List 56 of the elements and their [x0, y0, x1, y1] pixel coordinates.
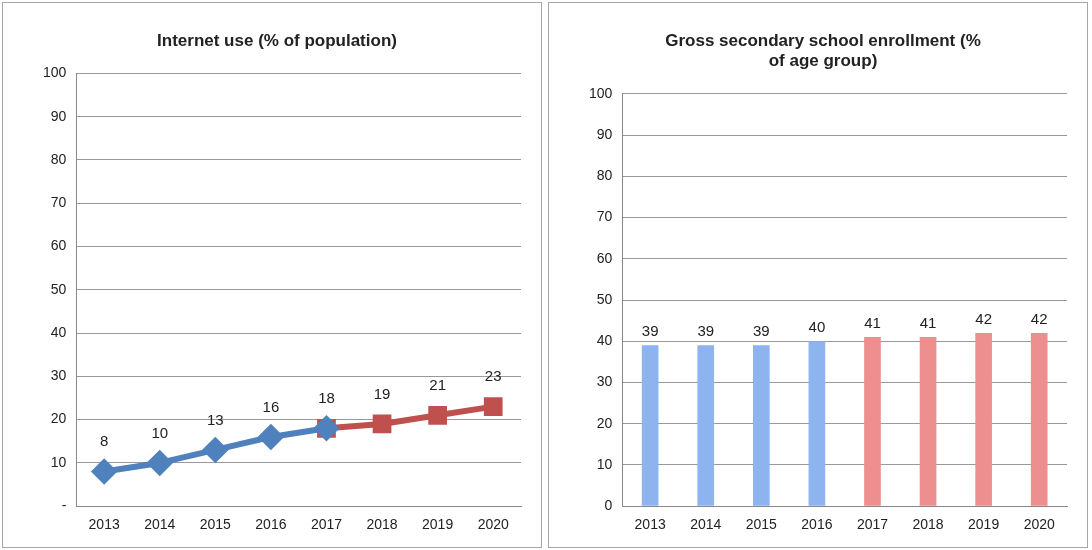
x-tick-label: 2015: [745, 516, 778, 533]
y-tick-label: 100: [43, 64, 67, 81]
x-tick-label: 2019: [422, 516, 454, 533]
y-tick-label: 20: [596, 414, 613, 431]
x-tick-label: 2017: [856, 516, 889, 533]
x-tick-label: 2017: [310, 516, 343, 533]
data-label: 10: [151, 423, 169, 441]
x-tick-label: 2018: [912, 516, 944, 533]
data-label: 42: [1030, 309, 1048, 327]
y-tick-label: 0: [604, 497, 613, 514]
y-tick-label: 60: [50, 237, 67, 254]
y-tick-label: 10: [596, 455, 613, 472]
data-label: 19: [373, 384, 391, 402]
x-tick-label: 2020: [1023, 516, 1055, 533]
y-tick-label: 30: [50, 367, 67, 384]
y-tick-label: 90: [596, 125, 613, 142]
x-tick-label: 2018: [366, 516, 398, 533]
y-tick-label: 60: [596, 249, 613, 266]
y-tick-label: 40: [596, 332, 613, 349]
x-tick-label: 2014: [690, 516, 722, 533]
data-label: 42: [975, 309, 992, 327]
data-label: 40: [808, 317, 826, 335]
y-tick-label: 80: [50, 150, 67, 167]
y-tick-label: 100: [589, 84, 613, 101]
chart-title: Gross secondary school enrollment (% of age group): [665, 30, 981, 71]
x-tick-label: 2013: [88, 516, 120, 533]
y-tick-label: 90: [50, 107, 67, 124]
data-label: 16: [262, 397, 280, 415]
data-label: 18: [318, 388, 335, 406]
y-tick-label: 70: [596, 208, 613, 225]
chart-title: Internet use (% of population): [157, 30, 397, 50]
data-label: 23: [484, 367, 502, 385]
y-tick-label: 20: [50, 410, 67, 427]
y-tick-label: 80: [596, 167, 613, 184]
x-tick-label: 2016: [255, 516, 287, 533]
x-tick-label: 2019: [968, 516, 1000, 533]
x-tick-label: 2013: [634, 516, 666, 533]
y-tick-label: 10: [50, 453, 67, 470]
data-label: 41: [864, 313, 881, 331]
data-label: 39: [641, 322, 659, 339]
data-label: 21: [429, 375, 446, 393]
x-tick-label: 2015: [199, 516, 232, 533]
y-tick-label: 50: [50, 280, 67, 297]
x-tick-label: 2014: [144, 516, 176, 533]
y-tick-label: 40: [50, 323, 67, 340]
x-tick-label: 2020: [477, 516, 509, 533]
data-label: 39: [697, 322, 715, 339]
data-label: 8: [99, 432, 109, 450]
y-tick-label: 70: [50, 194, 67, 211]
x-tick-label: 2016: [801, 516, 833, 533]
y-tick-label: -: [61, 497, 67, 514]
y-tick-label: 50: [596, 290, 613, 307]
y-tick-label: 30: [596, 373, 613, 390]
data-label: 41: [919, 313, 937, 331]
data-label: 13: [206, 410, 224, 428]
data-label: 39: [752, 322, 770, 339]
